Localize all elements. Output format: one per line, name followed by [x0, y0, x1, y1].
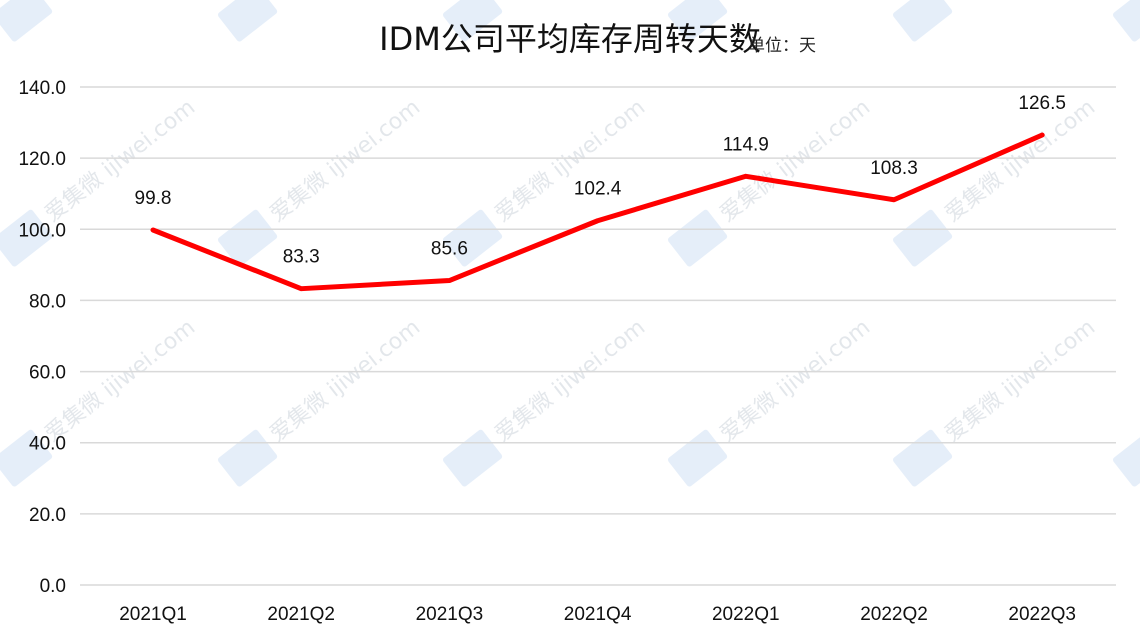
watermark-text: 爱集微 ijiwei.com [491, 0, 651, 2]
watermark-text: 爱集微 ijiwei.com [941, 95, 1101, 227]
y-tick-label: 140.0 [18, 78, 66, 99]
data-label: 114.9 [723, 134, 769, 155]
watermark-text: 爱集微 ijiwei.com [716, 0, 876, 2]
watermark-text: 爱集微 ijiwei.com [716, 315, 876, 447]
watermark-logo [0, 0, 53, 42]
watermark-logo [217, 429, 278, 487]
y-tick-label: 40.0 [29, 434, 66, 455]
watermark-logo [442, 429, 503, 487]
watermark-logo [892, 0, 953, 42]
watermark: 爱集微 ijiwei.com [217, 95, 426, 267]
data-label: 126.5 [1018, 93, 1066, 114]
series-layer [150, 132, 1045, 292]
y-tick-label: 80.0 [29, 291, 66, 312]
watermark: 爱集微 ijiwei.com [442, 315, 651, 487]
x-tick-label: 2022Q1 [712, 604, 780, 625]
gridlines [80, 86, 1116, 586]
x-tick-label: 2021Q3 [416, 604, 484, 625]
watermark-logo [1112, 0, 1140, 42]
watermark-text: 爱集微 ijiwei.com [266, 315, 426, 447]
watermark-logo [442, 209, 503, 267]
watermark: 爱集微 ijiwei.com [667, 315, 876, 487]
watermark-layer: 爱集微 ijiwei.com 爱集微 ijiwei.com 爱集微 ijiwei.c… [0, 0, 1140, 487]
watermark: 爱集微 ijiwei.com [1112, 0, 1140, 42]
y-tick-label: 60.0 [29, 363, 66, 384]
watermark: 爱集微 ijiwei.com [1112, 429, 1140, 487]
watermark-text: 爱集微 ijiwei.com [266, 0, 426, 2]
unit-label: 单位：天 [748, 36, 816, 56]
data-label: 102.4 [574, 179, 622, 200]
watermark: 爱集微 ijiwei.com [0, 315, 200, 487]
watermark-logo [892, 209, 953, 267]
watermark-logo [217, 0, 278, 42]
data-label: 83.3 [283, 247, 320, 268]
watermark-text: 爱集微 ijiwei.com [266, 95, 426, 227]
y-tick-label: 20.0 [29, 505, 66, 526]
watermark-logo [667, 0, 728, 42]
data-label: 99.8 [135, 188, 172, 209]
data-label: 108.3 [870, 158, 918, 179]
x-tick-label: 2021Q2 [267, 604, 335, 625]
data-label: 85.6 [431, 239, 468, 260]
watermark-logo [667, 209, 728, 267]
watermark-logo [0, 429, 53, 487]
watermark: 爱集微 ijiwei.com [217, 315, 426, 487]
watermark-logo [442, 0, 503, 42]
watermark-logo [217, 209, 278, 267]
watermark-logo [1112, 429, 1140, 487]
watermark: 爱集微 ijiwei.com [892, 95, 1101, 267]
data-labels: 99.8 83.3 85.6 102.4 114.9 108.3 126.5 [135, 93, 1066, 268]
x-axis-ticks: 2021Q1 2021Q2 2021Q3 2021Q4 2022Q1 2022Q2 2022… [119, 604, 1076, 625]
x-tick-label: 2021Q4 [564, 604, 632, 625]
watermark-text: 爱集微 ijiwei.com [491, 315, 651, 447]
watermark-text: 爱集微 ijiwei.com [941, 315, 1101, 447]
watermark-text: 爱集微 ijiwei.com [41, 0, 201, 2]
watermark-logo [892, 429, 953, 487]
chart-title: IDM公司平均库存周转天数 [379, 20, 761, 58]
watermark-text: 爱集微 ijiwei.com [941, 0, 1101, 2]
y-axis-ticks: 0.0 20.0 40.0 60.0 80.0 100.0 120.0 140.0 [18, 78, 66, 597]
y-tick-label: 0.0 [40, 576, 66, 597]
watermark: 爱集微 ijiwei.com [892, 315, 1101, 487]
watermark-logo [0, 209, 53, 267]
x-tick-label: 2022Q3 [1008, 604, 1076, 625]
y-tick-label: 100.0 [18, 220, 66, 241]
watermark-text: 爱集微 ijiwei.com [716, 95, 876, 227]
watermark-logo [667, 429, 728, 487]
watermark-text: 爱集微 ijiwei.com [491, 95, 651, 227]
x-tick-label: 2022Q2 [860, 604, 928, 625]
x-tick-label: 2021Q1 [119, 604, 187, 625]
y-tick-label: 120.0 [18, 149, 66, 170]
